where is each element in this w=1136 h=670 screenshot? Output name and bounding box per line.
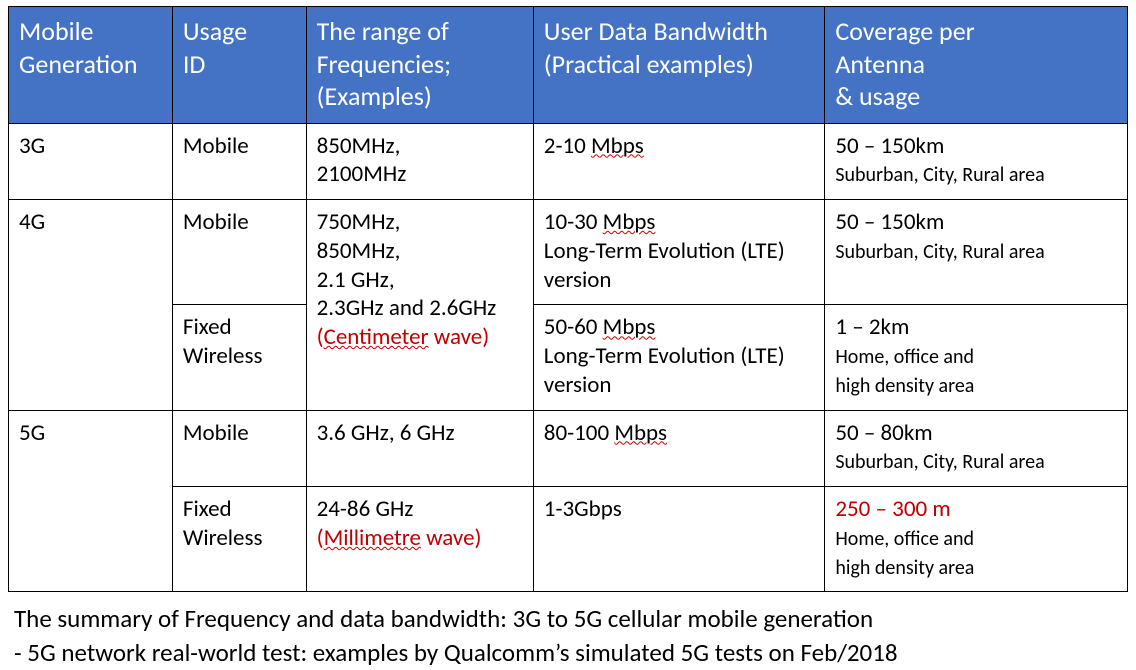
spellcheck-mark: Mbps bbox=[603, 208, 656, 236]
cell-usage: Mobile bbox=[172, 410, 306, 487]
text: 850MHz, bbox=[317, 132, 401, 160]
cell-bandwidth: 10-30 Mbps Long-Term Evolution (LTE) ver… bbox=[533, 200, 825, 305]
text: The range of bbox=[317, 15, 449, 47]
caption-line: - 5G network real-world test: examples b… bbox=[14, 637, 898, 668]
text: 10-30 bbox=[544, 208, 603, 236]
col-header-bandwidth: User Data Bandwidth (Practical examples) bbox=[533, 7, 825, 124]
table-row-4g-fixed: Fixed Wireless 50-60 Mbps Long-Term Evol… bbox=[9, 305, 1128, 410]
text: Long-Term Evolution (LTE) bbox=[544, 342, 785, 370]
cell-coverage: 50 – 150km Suburban, City, Rural area bbox=[825, 123, 1128, 200]
spellcheck-mark: Mbps bbox=[591, 132, 644, 160]
mobile-generation-table: Mobile Generation Usage ID The range of … bbox=[8, 6, 1128, 592]
text: Antenna bbox=[835, 48, 925, 80]
text: Coverage per bbox=[835, 15, 974, 47]
cell-frequencies: 3.6 GHz, 6 GHz bbox=[306, 410, 533, 487]
table-row-5g-fixed: Fixed Wireless 24-86 GHz (Millimetre wav… bbox=[9, 487, 1128, 592]
text: Home, office and bbox=[835, 527, 974, 551]
col-header-generation: Mobile Generation bbox=[9, 7, 173, 124]
cell-coverage: 50 – 150km Suburban, City, Rural area bbox=[825, 200, 1128, 305]
text: Long-Term Evolution (LTE) bbox=[544, 237, 785, 265]
cell-usage: Mobile bbox=[172, 200, 306, 305]
text: 80-100 bbox=[544, 419, 615, 447]
cell-usage: Mobile bbox=[172, 123, 306, 200]
text: (Practical examples) bbox=[544, 48, 754, 80]
caption: The summary of Frequency and data bandwi… bbox=[8, 592, 1128, 670]
text: 2-10 bbox=[544, 132, 591, 160]
spellcheck-mark: Millimetre bbox=[324, 524, 421, 552]
cell-generation: 3G bbox=[9, 123, 173, 200]
cell-frequencies: 850MHz, 2100MHz bbox=[306, 123, 533, 200]
text: Suburban, City, Rural area bbox=[835, 163, 1044, 187]
text: 2100MHz bbox=[317, 160, 407, 188]
highlight-note: 250 – 300 m bbox=[835, 495, 950, 523]
cell-frequencies: 24-86 GHz (Millimetre wave) bbox=[306, 487, 533, 592]
text: 50 – 150km bbox=[835, 208, 944, 236]
text: wave) bbox=[421, 524, 482, 552]
text: 2.3GHz and 2.6GHz bbox=[317, 294, 497, 322]
text: 50 – 80km bbox=[835, 419, 932, 447]
text: Fixed bbox=[183, 495, 232, 523]
spellcheck-mark: Centimeter bbox=[324, 323, 429, 351]
spellcheck-mark: Mbps bbox=[614, 419, 667, 447]
cell-usage: Fixed Wireless bbox=[172, 305, 306, 410]
text: (Examples) bbox=[317, 80, 432, 112]
text: 750MHz, bbox=[317, 208, 401, 236]
col-header-coverage: Coverage per Antenna & usage bbox=[825, 7, 1128, 124]
col-header-frequencies: The range of Frequencies; (Examples) bbox=[306, 7, 533, 124]
highlight-note: (Millimetre wave) bbox=[317, 524, 482, 552]
text: 850MHz, bbox=[317, 237, 401, 265]
text: Wireless bbox=[183, 342, 263, 370]
text: Mobile bbox=[19, 15, 93, 47]
text: & usage bbox=[835, 80, 920, 112]
cell-coverage: 1 – 2km Home, office and high density ar… bbox=[825, 305, 1128, 410]
text: User Data Bandwidth bbox=[544, 15, 768, 47]
text: Generation bbox=[19, 48, 138, 80]
cell-coverage: 250 – 300 m Home, office and high densit… bbox=[825, 487, 1128, 592]
cell-usage: Fixed Wireless bbox=[172, 487, 306, 592]
spellcheck-mark: Mbps bbox=[603, 313, 656, 341]
text: high density area bbox=[835, 374, 974, 398]
text: high density area bbox=[835, 556, 974, 580]
text: Frequencies; bbox=[317, 48, 452, 80]
table-row-5g-mobile: 5G Mobile 3.6 GHz, 6 GHz 80-100 Mbps 50 … bbox=[9, 410, 1128, 487]
text: Home, office and bbox=[835, 345, 974, 369]
cell-bandwidth: 80-100 Mbps bbox=[533, 410, 825, 487]
cell-coverage: 50 – 80km Suburban, City, Rural area bbox=[825, 410, 1128, 487]
text: 50 – 150km bbox=[835, 132, 944, 160]
cell-bandwidth: 1-3Gbps bbox=[533, 487, 825, 592]
text: version bbox=[544, 371, 612, 399]
cell-frequencies: 750MHz, 850MHz, 2.1 GHz, 2.3GHz and 2.6G… bbox=[306, 200, 533, 411]
table-row-3g: 3G Mobile 850MHz, 2100MHz 2-10 Mbps 50 –… bbox=[9, 123, 1128, 200]
cell-generation: 4G bbox=[9, 200, 173, 411]
highlight-note: (Centimeter wave) bbox=[317, 323, 490, 351]
text: wave) bbox=[429, 323, 490, 351]
text: ID bbox=[183, 48, 206, 80]
text: 24-86 GHz bbox=[317, 495, 414, 523]
text: Wireless bbox=[183, 524, 263, 552]
text: Suburban, City, Rural area bbox=[835, 240, 1044, 264]
text: version bbox=[544, 266, 612, 294]
page: Mobile Generation Usage ID The range of … bbox=[0, 0, 1136, 670]
cell-bandwidth: 2-10 Mbps bbox=[533, 123, 825, 200]
col-header-usage-id: Usage ID bbox=[172, 7, 306, 124]
text: 2.1 GHz, bbox=[317, 266, 395, 294]
cell-generation: 5G bbox=[9, 410, 173, 592]
caption-line: The summary of Frequency and data bandwi… bbox=[14, 603, 873, 634]
table-row-4g-mobile: 4G Mobile 750MHz, 850MHz, 2.1 GHz, 2.3GH… bbox=[9, 200, 1128, 305]
text: 50-60 bbox=[544, 313, 603, 341]
text: Suburban, City, Rural area bbox=[835, 450, 1044, 474]
text: Usage bbox=[183, 15, 247, 47]
text: Fixed bbox=[183, 313, 232, 341]
cell-bandwidth: 50-60 Mbps Long-Term Evolution (LTE) ver… bbox=[533, 305, 825, 410]
table-header-row: Mobile Generation Usage ID The range of … bbox=[9, 7, 1128, 124]
text: ( bbox=[317, 524, 324, 552]
text: ( bbox=[317, 323, 324, 351]
text: 1 – 2km bbox=[835, 313, 909, 341]
